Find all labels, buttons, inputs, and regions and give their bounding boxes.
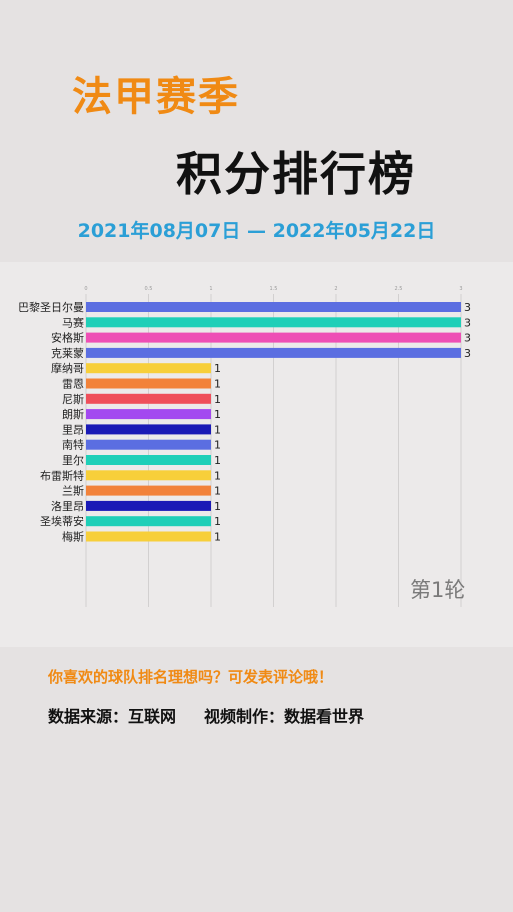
category-label: 洛里昂 — [51, 499, 84, 513]
value-label: 1 — [214, 531, 221, 544]
category-label: 圣埃蒂安 — [40, 514, 84, 528]
value-label: 1 — [214, 362, 221, 375]
category-label: 里尔 — [62, 454, 84, 467]
bar — [86, 485, 211, 496]
value-label: 3 — [464, 332, 471, 345]
chart-title: 法甲赛季 — [72, 74, 240, 120]
x-tick-label: 3 — [459, 286, 462, 292]
category-label: 克莱蒙 — [51, 347, 84, 360]
bar — [86, 424, 211, 435]
value-label: 1 — [214, 423, 221, 436]
category-label: 南特 — [62, 438, 84, 452]
producer-text: 视频制作：数据看世界 — [204, 707, 365, 726]
x-tick-label: 0 — [84, 286, 87, 292]
value-label: 1 — [214, 454, 221, 467]
bar — [86, 439, 211, 450]
category-label: 梅斯 — [62, 530, 84, 544]
bar — [86, 516, 211, 527]
bar — [86, 500, 211, 511]
value-label: 1 — [214, 469, 221, 482]
value-label: 3 — [464, 316, 471, 329]
round-label: 第1轮 — [410, 578, 466, 602]
value-label: 1 — [214, 408, 221, 421]
credits: 数据来源：互联网 视频制作：数据看世界 — [48, 703, 364, 727]
x-tick-label: 2 — [334, 286, 337, 292]
bar-chart: 0 0.5 1 1.5 2 2.5 3 巴黎圣日尔曼 3 马赛 3 安格斯 3 克莱蒙 3 摩纳哥 1 雷恩 1 尼斯… — [18, 286, 471, 607]
x-tick-label: 1.5 — [270, 286, 278, 292]
bar — [86, 393, 211, 404]
value-label: 1 — [214, 393, 221, 406]
value-label: 1 — [214, 500, 221, 513]
category-label: 马赛 — [62, 315, 84, 329]
bar — [86, 470, 211, 481]
chart-subtitle: 积分排行榜 — [176, 147, 416, 201]
value-label: 1 — [214, 439, 221, 452]
x-tick-label: 2.5 — [395, 286, 403, 292]
x-tick-label: 1 — [209, 286, 212, 292]
source-text: 数据来源：互联网 — [48, 707, 177, 726]
value-label: 3 — [464, 347, 471, 360]
chart-panel: 0 0.5 1 1.5 2 2.5 3 巴黎圣日尔曼 3 马赛 3 安格斯 3 克莱蒙 3 摩纳哥 1 雷恩 1 尼斯… — [0, 262, 513, 647]
bar — [86, 363, 211, 374]
footer-note: 你喜欢的球队排名理想吗？可发表评论哦！ — [48, 668, 334, 686]
date-range: 2021年08月07日 — 2022年05月22日 — [77, 220, 436, 242]
value-label: 1 — [214, 485, 221, 498]
bar — [86, 455, 211, 465]
bar — [86, 409, 211, 420]
value-label: 1 — [214, 378, 221, 391]
category-label: 安格斯 — [51, 331, 84, 345]
value-label: 1 — [214, 515, 221, 528]
x-tick-label: 0.5 — [145, 286, 153, 292]
bar — [86, 531, 211, 542]
category-label: 布雷斯特 — [40, 468, 84, 482]
bar — [86, 378, 211, 389]
bar — [86, 317, 461, 328]
bar — [86, 332, 461, 343]
category-label: 雷恩 — [62, 378, 84, 391]
category-label: 巴黎圣日尔曼 — [18, 300, 84, 314]
bar — [86, 302, 461, 312]
value-label: 3 — [464, 301, 471, 314]
category-label: 摩纳哥 — [51, 361, 84, 375]
category-label: 朗斯 — [62, 408, 84, 421]
category-label: 里昂 — [62, 423, 84, 436]
category-label: 兰斯 — [62, 485, 84, 498]
category-label: 尼斯 — [62, 393, 84, 406]
bar — [86, 347, 461, 358]
